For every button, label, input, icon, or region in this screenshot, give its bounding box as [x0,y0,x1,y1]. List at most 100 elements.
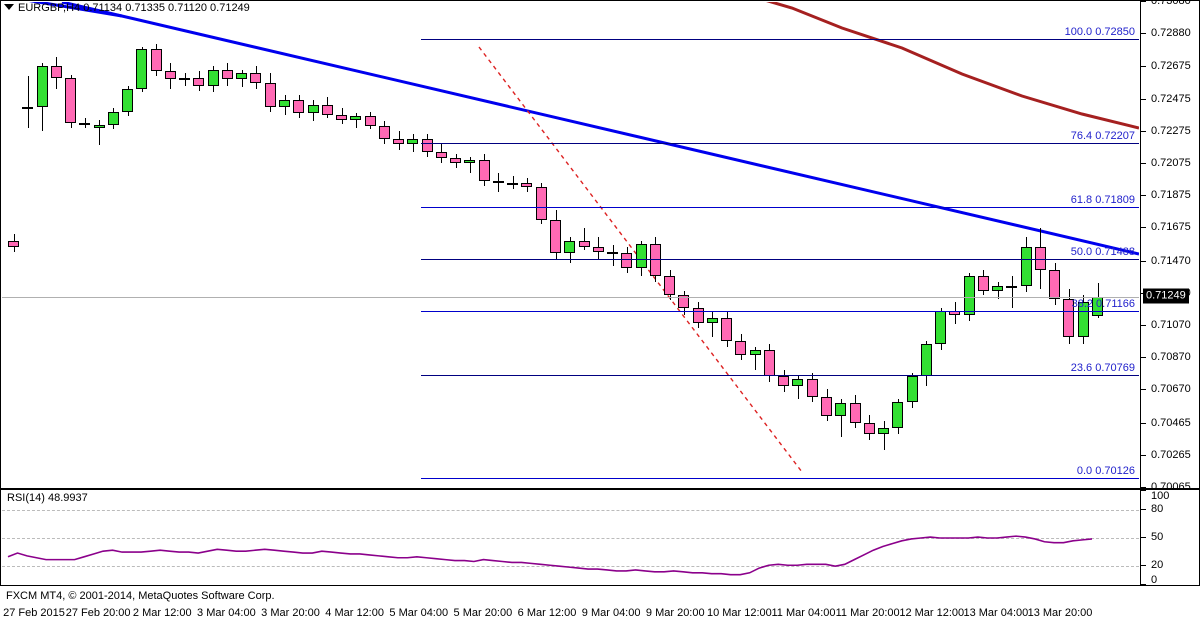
price-plot-area[interactable]: 100.0 0.72850 76.4 0.72207 61.8 0.71809 50.… [2,2,1139,488]
candle-body-up[interactable] [179,77,190,80]
candle-body-up[interactable] [94,124,105,128]
candle-body-up[interactable] [564,240,575,254]
candle-body-down[interactable] [664,276,675,296]
candle-body-down[interactable] [51,66,62,78]
candle-wick [513,176,514,189]
candle-body-up[interactable] [607,251,618,254]
fib-level-line-38-2[interactable] [421,310,1139,312]
fib-level-line-76-4[interactable] [421,142,1139,144]
candle-body-up[interactable] [792,379,803,386]
fib-level-line-23-6[interactable] [421,374,1139,376]
candle-body-down[interactable] [193,77,204,86]
candle-body-up[interactable] [835,403,846,417]
candle-body-down[interactable] [693,308,704,323]
candle-body-up[interactable] [407,139,418,144]
symbol-ohlc-text: EURGBP,H4 0.71134 0.71335 0.71120 0.7124… [18,2,250,14]
candle-body-down[interactable] [393,139,404,144]
candle-body-down[interactable] [493,180,504,183]
rsi-indicator-pane[interactable]: 100 80 50 20 0 RSI(14) 48.9937 [0,489,1200,586]
price-tick [1141,163,1146,164]
copyright-notice: FXCM MT4, © 2001-2014, MetaQuotes Softwa… [6,590,275,602]
candle-body-down[interactable] [949,311,960,315]
candle-body-up[interactable] [935,311,946,344]
candle-body-down[interactable] [265,82,276,107]
price-chart-pane[interactable]: 100.0 0.72850 76.4 0.72207 61.8 0.71809 50.… [0,0,1200,493]
candle-body-up[interactable] [878,427,889,434]
candle-body-down[interactable] [807,379,818,397]
candle-body-down[interactable] [621,253,632,268]
candle-body-down[interactable] [850,403,861,423]
candle-body-down[interactable] [65,77,76,123]
candle-body-up[interactable] [308,105,319,114]
rsi-plot-area[interactable] [2,491,1139,585]
candle-body-down[interactable] [764,350,775,376]
fib-level-label-38-2: 38.2 0.71166 [1071,297,1135,310]
candle-body-down[interactable] [550,219,561,254]
candle-body-down[interactable] [22,106,33,109]
time-tick-label: 5 Mar 04:00 [389,607,449,619]
candle-body-down[interactable] [436,151,447,159]
candle-body-up[interactable] [1078,301,1089,338]
candle-body-up[interactable] [236,72,247,80]
candle-body-down[interactable] [978,276,989,291]
rsi-tick-label: 20 [1151,559,1164,572]
candle-body-down[interactable] [521,182,532,188]
candle-body-up[interactable] [350,116,361,120]
candle-body-up[interactable] [1021,247,1032,286]
candle-body-up[interactable] [750,350,761,355]
candle-body-down[interactable] [336,114,347,120]
candle-wick [712,311,713,338]
time-tick-label: 5 Mar 20:00 [453,607,513,619]
candle-body-down[interactable] [1035,247,1046,270]
fib-level-line-61-8[interactable] [421,206,1139,208]
candle-body-down[interactable] [1049,269,1060,299]
candle-body-up[interactable] [37,66,48,107]
candle-body-down[interactable] [250,72,261,83]
candle-body-down[interactable] [151,48,162,72]
candle-body-down[interactable] [422,139,433,152]
candle-body-down[interactable] [864,422,875,434]
candle-body-down[interactable] [379,126,390,139]
candle-body-down[interactable] [293,100,304,114]
candle-wick [99,119,100,146]
candle-body-up[interactable] [636,243,647,268]
candle-body-up[interactable] [921,343,932,376]
candle-body-up[interactable] [964,276,975,315]
candle-body-up[interactable] [1006,285,1017,288]
candle-body-down[interactable] [165,71,176,80]
candle-body-up[interactable] [992,285,1003,291]
candle-body-down[interactable] [735,340,746,355]
candle-body-up[interactable] [464,159,475,164]
candle-body-up[interactable] [136,48,147,90]
candle-body-down[interactable] [536,187,547,220]
candle-body-down[interactable] [79,122,90,125]
candle-body-up[interactable] [707,317,718,323]
candle-body-up[interactable] [108,111,119,125]
chevron-down-icon[interactable] [4,4,14,11]
candle-body-down[interactable] [721,317,732,341]
candle-body-up[interactable] [208,69,219,86]
candle-body-down[interactable] [322,105,333,115]
candle-body-up[interactable] [907,375,918,402]
candle-body-down[interactable] [507,182,518,185]
candle-body-down[interactable] [479,159,490,181]
price-tick [1141,130,1146,132]
candle-body-down[interactable] [678,295,689,309]
candle-body-down[interactable] [8,240,19,247]
candle-body-down[interactable] [593,247,604,252]
candle-body-down[interactable] [1063,298,1074,338]
fib-level-line-0-0[interactable] [421,478,1139,480]
candle-body-up[interactable] [892,401,903,428]
candle-body-down[interactable] [450,158,461,164]
candle-body-up[interactable] [279,100,290,107]
candle-body-up[interactable] [122,89,133,112]
candle-body-down[interactable] [778,375,789,386]
candle-body-down[interactable] [650,243,661,277]
candle-body-down[interactable] [821,396,832,417]
candle-body-down[interactable] [222,69,233,80]
fib-level-line-100-0[interactable] [421,39,1139,41]
candle-body-down[interactable] [579,240,590,247]
fib-level-line-50-0[interactable] [421,258,1139,260]
candle-body-down[interactable] [365,116,376,127]
